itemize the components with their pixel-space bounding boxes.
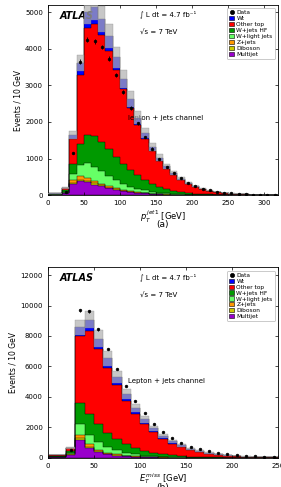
Bar — [62, 187, 69, 188]
Bar — [141, 128, 149, 138]
Text: lepton + jets channel: lepton + jets channel — [128, 115, 204, 121]
Bar — [91, 0, 98, 20]
Bar — [213, 191, 221, 192]
Bar — [156, 154, 163, 161]
Polygon shape — [48, 439, 278, 458]
Polygon shape — [48, 331, 278, 458]
Bar — [94, 330, 103, 347]
Bar — [134, 111, 141, 124]
Bar — [84, 0, 91, 24]
Polygon shape — [48, 180, 278, 195]
Text: ATLAS: ATLAS — [59, 11, 93, 20]
Text: ∫ L dt = 4.7 fb⁻¹: ∫ L dt = 4.7 fb⁻¹ — [140, 273, 196, 281]
Bar — [167, 439, 177, 443]
Text: √s = 7 TeV: √s = 7 TeV — [140, 30, 177, 36]
Bar — [131, 404, 140, 412]
Text: (a): (a) — [157, 220, 169, 229]
Legend: Data, Wt, Other top, W+jets HF, W+light jets, Z+jets, Diboson, Multijet: Data, Wt, Other top, W+jets HF, W+light … — [227, 271, 275, 321]
Text: √s = 7 TeV: √s = 7 TeV — [140, 292, 177, 298]
Polygon shape — [48, 435, 278, 458]
Polygon shape — [48, 134, 278, 195]
Bar — [206, 190, 213, 191]
Polygon shape — [48, 424, 278, 458]
Bar — [113, 47, 120, 68]
Polygon shape — [48, 24, 278, 195]
Bar — [76, 55, 84, 71]
Bar — [214, 454, 223, 455]
Polygon shape — [48, 163, 278, 195]
Polygon shape — [48, 176, 278, 195]
Bar — [149, 426, 158, 431]
Y-axis label: Events / 10 GeV: Events / 10 GeV — [9, 332, 18, 393]
Text: ATLAS: ATLAS — [59, 273, 93, 283]
Bar — [112, 372, 121, 383]
Bar — [120, 70, 127, 88]
X-axis label: $E_T^{\,miss}$ [GeV]: $E_T^{\,miss}$ [GeV] — [139, 471, 187, 487]
Y-axis label: Events / 10 GeV: Events / 10 GeV — [13, 70, 22, 131]
Bar — [158, 433, 167, 438]
Bar — [170, 171, 177, 175]
Bar — [199, 188, 206, 189]
Bar — [177, 177, 185, 180]
Bar — [66, 447, 75, 449]
Bar — [127, 92, 134, 107]
X-axis label: $p_T^{\,jet1}$ [GeV]: $p_T^{\,jet1}$ [GeV] — [140, 209, 186, 225]
Bar — [85, 311, 94, 328]
Polygon shape — [48, 403, 278, 458]
Legend: Data, Wt, Other top, W+jets HF, W+light jets, Z+jets, Diboson, Multijet: Data, Wt, Other top, W+jets HF, W+light … — [227, 8, 275, 59]
Bar — [205, 452, 214, 453]
Bar — [177, 444, 186, 447]
Text: (b): (b) — [157, 483, 169, 487]
Bar — [98, 6, 105, 32]
Polygon shape — [48, 319, 278, 458]
Bar — [75, 320, 85, 335]
Text: ∫ L dt = 4.7 fb⁻¹: ∫ L dt = 4.7 fb⁻¹ — [140, 11, 196, 18]
Bar — [69, 131, 76, 139]
Bar — [192, 186, 199, 187]
Polygon shape — [48, 438, 278, 458]
Bar — [186, 448, 195, 450]
Text: Lepton + jets channel: Lepton + jets channel — [128, 378, 205, 384]
Bar — [223, 455, 232, 456]
Bar — [195, 450, 205, 452]
Bar — [149, 143, 156, 150]
Polygon shape — [48, 181, 278, 195]
Bar — [185, 182, 192, 184]
Bar — [121, 389, 131, 399]
Bar — [163, 164, 170, 169]
Bar — [103, 351, 112, 366]
Bar — [140, 416, 149, 423]
Polygon shape — [48, 7, 278, 195]
Bar — [105, 24, 113, 48]
